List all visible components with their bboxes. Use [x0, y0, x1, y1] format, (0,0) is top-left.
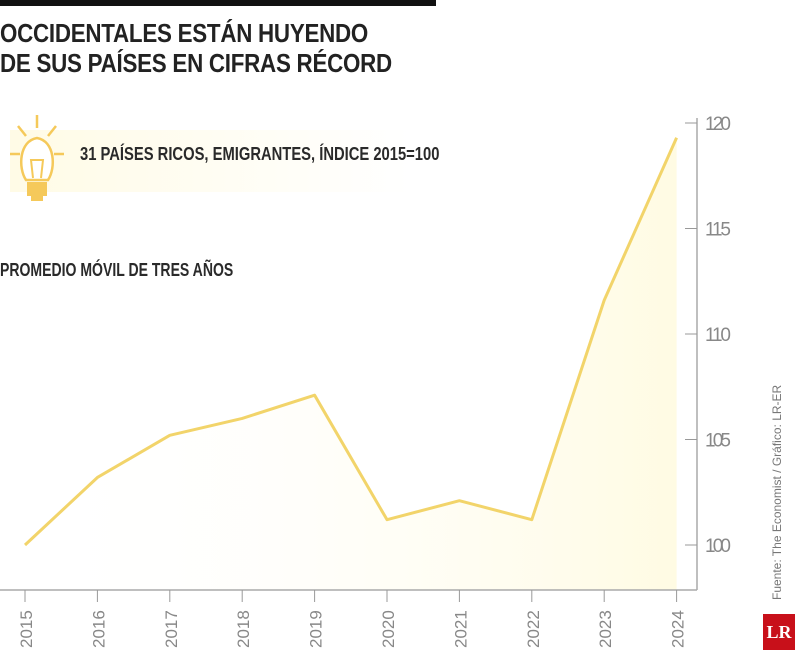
x-tick-label: 2019: [307, 610, 326, 648]
y-tick-label: 110: [705, 325, 731, 346]
y-tick-label: 120: [705, 114, 731, 135]
source-credit: Fuente: The Economist / Gráfico: LR-ER: [770, 384, 784, 600]
chart-subtitle: 31 PAÍSES RICOS, EMIGRANTES, ÍNDICE 2015…: [80, 144, 440, 164]
lightbulb-icon: [10, 115, 64, 201]
x-tick-label: 2016: [89, 610, 108, 648]
lr-logo: LR: [763, 614, 795, 650]
y-tick-label: 105: [705, 431, 731, 452]
y-tick-label: 115: [705, 220, 731, 241]
chart-title: OCCIDENTALES ESTÁN HUYENDO DE SUS PAÍSES…: [0, 18, 392, 78]
chart-note: PROMEDIO MÓVIL DE TRES AÑOS: [0, 260, 234, 280]
x-tick-label: 2017: [162, 610, 181, 648]
x-tick-label: 2021: [451, 610, 470, 648]
title-line-1: OCCIDENTALES ESTÁN HUYENDO: [0, 18, 369, 48]
series-line: [23, 137, 678, 547]
x-tick-label: 2015: [17, 610, 36, 648]
x-tick-label: 2024: [669, 610, 688, 648]
x-tick-label: 2020: [379, 610, 398, 648]
x-tick-label: 2018: [234, 610, 253, 648]
area-fill: [25, 137, 677, 590]
title-line-2: DE SUS PAÍSES EN CIFRAS RÉCORD: [0, 48, 392, 78]
top-bar: [0, 0, 436, 6]
x-tick-label: 2023: [596, 610, 615, 648]
x-tick-label: 2022: [524, 610, 543, 648]
subtitle-background: [10, 130, 410, 192]
y-tick-label: 100: [705, 536, 731, 557]
